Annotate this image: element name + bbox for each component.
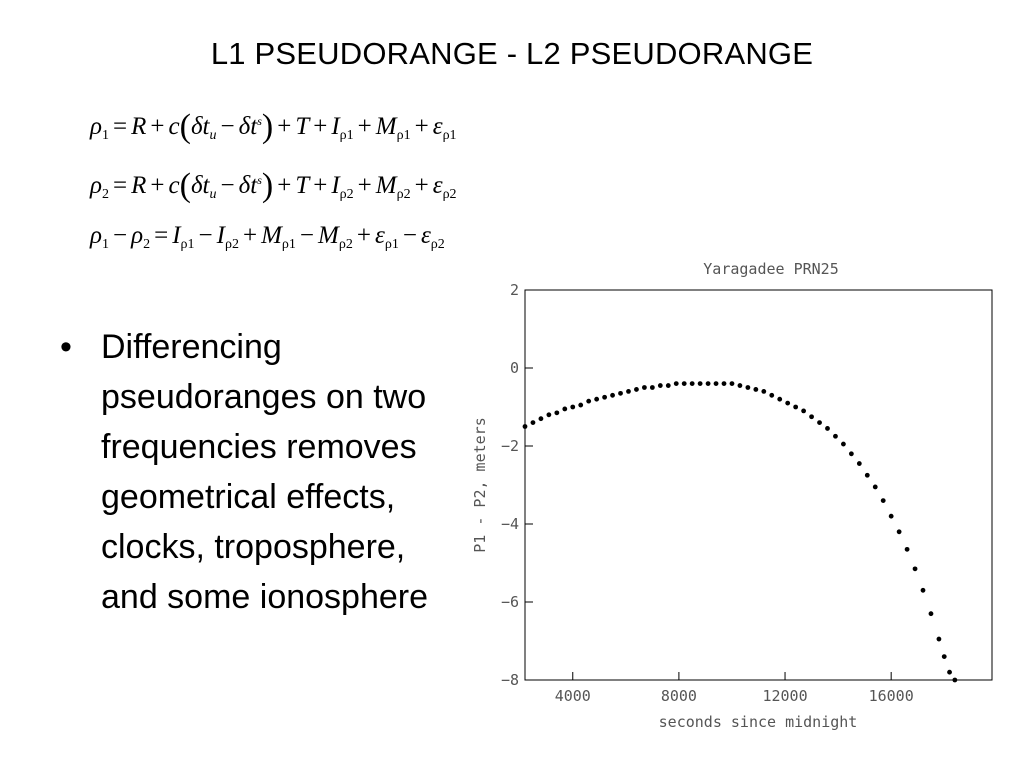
x-tick-label: 12000: [762, 687, 807, 705]
data-point: [538, 416, 544, 422]
data-point: [586, 398, 592, 404]
data-point: [936, 636, 942, 642]
y-tick-label: 2: [510, 281, 519, 299]
y-tick-label: −8: [501, 671, 519, 689]
data-point: [697, 381, 703, 386]
data-point: [952, 677, 958, 683]
y-tick-label: −4: [501, 515, 519, 533]
data-point: [833, 433, 838, 439]
data-point: [904, 546, 910, 552]
data-point: [769, 392, 775, 398]
data-point: [681, 381, 687, 386]
plot-frame: [524, 289, 993, 681]
bullet-text: Differencing pseudoranges on two frequen…: [101, 328, 429, 616]
data-point: [928, 611, 934, 617]
x-tick-label: 8000: [661, 687, 697, 705]
data-point: [578, 402, 584, 408]
data-point: [809, 414, 814, 420]
data-point: [785, 400, 791, 406]
data-point: [602, 394, 608, 400]
equation-l2-pseudorange: ρ2 = R + c(δtu − δts) + T + Iρ2 + Mρ2 + ερ2: [90, 167, 457, 204]
y-tick-label: 0: [510, 359, 519, 377]
data-point: [817, 420, 822, 425]
data-point: [689, 381, 695, 386]
data-point: [856, 461, 862, 466]
data-point: [626, 389, 631, 394]
data-point: [896, 529, 902, 535]
x-tick-label: 4000: [555, 687, 591, 705]
data-point: [912, 566, 918, 572]
data-point: [729, 381, 735, 386]
x-tick-label: 16000: [869, 687, 914, 705]
scatter-chart: Yaragadee PRN25 4000 8000 12000 16000 2 0 −2 −4…: [471, 260, 993, 731]
chart-title: Yaragadee PRN25: [703, 260, 838, 278]
data-point: [920, 587, 926, 593]
data-point: [825, 426, 830, 431]
data-point: [522, 424, 528, 429]
data-point: [649, 385, 655, 390]
data-point: [848, 451, 854, 457]
data-point: [673, 381, 679, 386]
data-point: [841, 441, 846, 447]
data-point: [594, 396, 600, 402]
equation-difference: ρ1− ρ2 = Iρ1− Iρ2 + Mρ1− Mρ2 + ερ1− ερ2: [90, 222, 445, 252]
data-point: [864, 472, 870, 478]
data-point: [941, 654, 947, 659]
y-axis-label: P1 - P2, meters: [471, 417, 489, 552]
x-axis-label: seconds since midnight: [659, 713, 858, 731]
data-point: [665, 383, 671, 388]
equation-l1-pseudorange: ρ1 = R + c(δtu − δts) + T + Iρ1 + Mρ1 + ερ1: [90, 108, 457, 145]
data-point: [657, 383, 663, 388]
data-point: [801, 408, 807, 414]
data-point: [546, 412, 552, 418]
data-point: [761, 389, 767, 394]
data-point: [713, 381, 719, 386]
y-tick-label: −6: [501, 593, 519, 611]
slide-title: L1 PSEUDORANGE - L2 PSEUDORANGE: [210, 36, 814, 71]
data-point: [872, 484, 878, 490]
data-point: [618, 390, 623, 396]
data-point: [753, 387, 759, 392]
data-point: [562, 406, 568, 412]
data-point: [947, 669, 952, 675]
data-point: [705, 381, 711, 386]
data-point: [793, 404, 799, 410]
data-point: [721, 381, 727, 386]
data-point: [530, 420, 536, 425]
bullet-marker: •: [60, 328, 72, 366]
data-point: [634, 387, 639, 392]
data-point: [888, 513, 894, 519]
data-point: [610, 392, 615, 398]
data-point: [880, 498, 886, 503]
data-point: [554, 410, 560, 416]
data-point: [777, 396, 783, 402]
y-tick-label: −2: [501, 437, 519, 455]
data-point: [642, 385, 647, 390]
data-point: [745, 385, 751, 390]
data-point: [570, 404, 576, 410]
data-point: [737, 383, 743, 388]
